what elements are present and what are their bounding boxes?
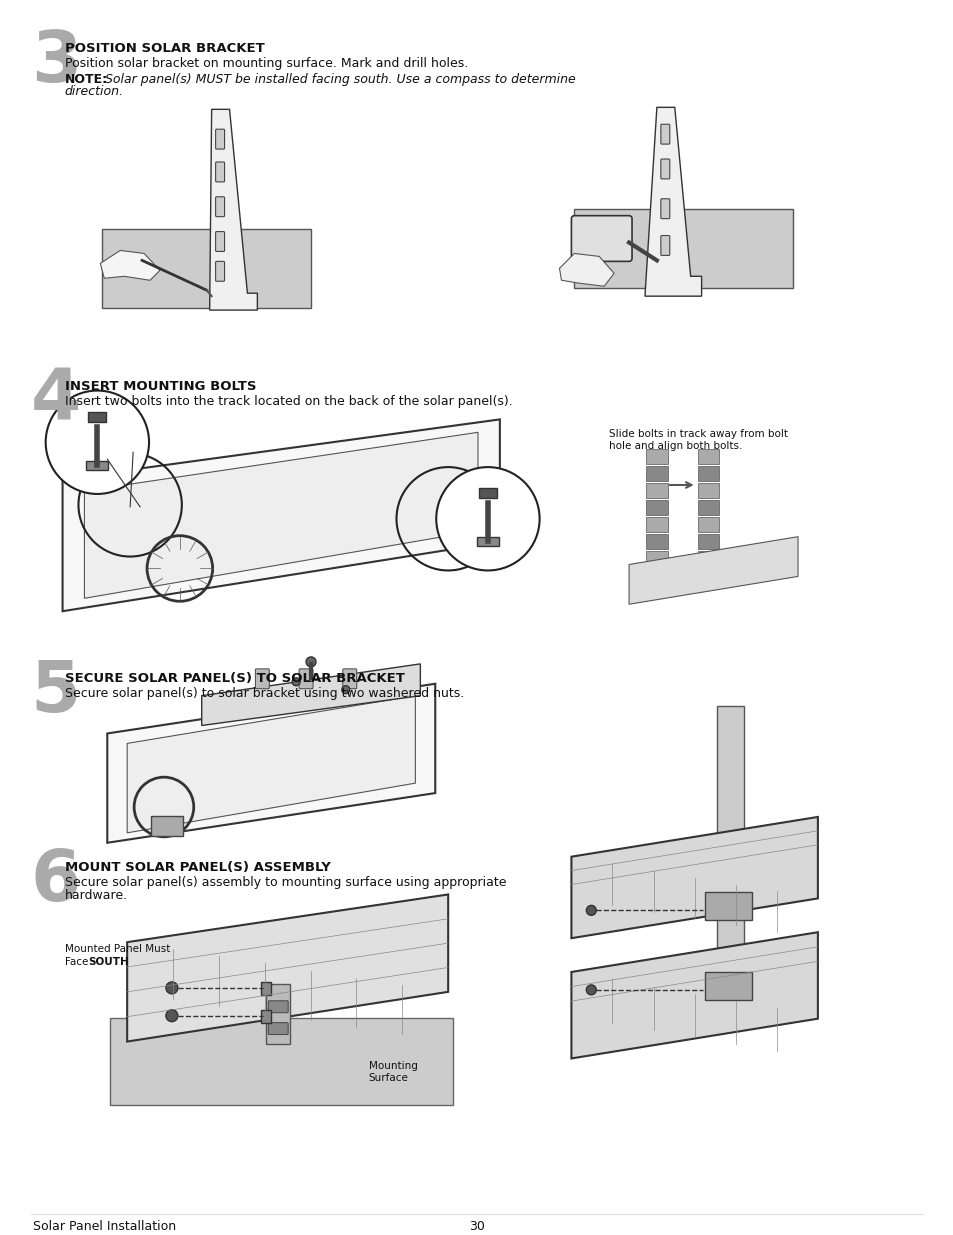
Circle shape [292, 678, 300, 685]
FancyBboxPatch shape [261, 1010, 271, 1023]
FancyBboxPatch shape [261, 982, 271, 995]
FancyBboxPatch shape [704, 972, 752, 1000]
Polygon shape [558, 253, 614, 287]
Text: direction.: direction. [65, 85, 124, 99]
Circle shape [306, 657, 315, 667]
Text: 3: 3 [30, 28, 81, 96]
Polygon shape [127, 894, 448, 1041]
Polygon shape [85, 432, 477, 598]
Circle shape [341, 685, 350, 694]
FancyBboxPatch shape [697, 483, 719, 498]
FancyBboxPatch shape [215, 232, 224, 252]
Polygon shape [201, 664, 420, 725]
FancyBboxPatch shape [645, 500, 667, 515]
Text: 6: 6 [30, 847, 81, 915]
FancyBboxPatch shape [697, 534, 719, 548]
Text: Insert two bolts into the track located on the back of the solar panel(s).: Insert two bolts into the track located … [65, 394, 512, 408]
Circle shape [586, 984, 596, 995]
Polygon shape [127, 695, 415, 832]
Text: MOUNT SOLAR PANEL(S) ASSEMBLY: MOUNT SOLAR PANEL(S) ASSEMBLY [65, 861, 330, 873]
FancyBboxPatch shape [645, 551, 667, 566]
FancyBboxPatch shape [716, 705, 743, 955]
Text: 4: 4 [30, 366, 81, 435]
FancyBboxPatch shape [645, 450, 667, 464]
FancyBboxPatch shape [697, 466, 719, 480]
FancyBboxPatch shape [102, 228, 311, 308]
FancyBboxPatch shape [111, 1018, 453, 1105]
Text: Position solar bracket on mounting surface. Mark and drill holes.: Position solar bracket on mounting surfa… [65, 57, 467, 69]
Text: Solar panel(s) MUST be installed facing south. Use a compass to determine: Solar panel(s) MUST be installed facing … [101, 73, 576, 85]
Polygon shape [644, 107, 700, 296]
Polygon shape [210, 110, 257, 310]
FancyBboxPatch shape [215, 196, 224, 216]
FancyBboxPatch shape [660, 125, 669, 144]
FancyBboxPatch shape [645, 483, 667, 498]
FancyBboxPatch shape [697, 500, 719, 515]
Text: SOUTH: SOUTH [89, 957, 129, 967]
FancyBboxPatch shape [476, 537, 498, 546]
FancyBboxPatch shape [268, 1000, 288, 1013]
FancyBboxPatch shape [342, 669, 356, 689]
FancyBboxPatch shape [478, 488, 497, 498]
FancyBboxPatch shape [697, 450, 719, 464]
Circle shape [46, 390, 149, 494]
FancyBboxPatch shape [215, 162, 224, 182]
FancyBboxPatch shape [268, 1023, 288, 1035]
Text: Secure solar panel(s) to solar bracket using two washered nuts.: Secure solar panel(s) to solar bracket u… [65, 687, 463, 700]
FancyBboxPatch shape [151, 816, 183, 836]
Polygon shape [100, 251, 160, 280]
FancyBboxPatch shape [215, 130, 224, 149]
FancyBboxPatch shape [660, 159, 669, 179]
Text: Secure solar panel(s) assembly to mounting surface using appropriate: Secure solar panel(s) assembly to mounti… [65, 876, 505, 888]
FancyBboxPatch shape [87, 461, 109, 471]
Text: hardware.: hardware. [65, 889, 128, 903]
Circle shape [166, 1010, 177, 1021]
FancyBboxPatch shape [299, 669, 313, 689]
FancyBboxPatch shape [660, 236, 669, 256]
FancyBboxPatch shape [697, 516, 719, 532]
Polygon shape [571, 932, 817, 1058]
FancyBboxPatch shape [255, 669, 269, 689]
Text: 5: 5 [30, 658, 81, 727]
Text: SECURE SOLAR PANEL(S) TO SOLAR BRACKET: SECURE SOLAR PANEL(S) TO SOLAR BRACKET [65, 672, 404, 685]
FancyBboxPatch shape [645, 516, 667, 532]
Text: Mounting
Surface: Mounting Surface [368, 1061, 417, 1083]
Circle shape [166, 982, 177, 994]
FancyBboxPatch shape [645, 534, 667, 548]
Text: NOTE:: NOTE: [65, 73, 108, 85]
Text: INSERT MOUNTING BOLTS: INSERT MOUNTING BOLTS [65, 379, 255, 393]
FancyBboxPatch shape [697, 551, 719, 566]
FancyBboxPatch shape [215, 262, 224, 282]
Polygon shape [63, 420, 499, 611]
FancyBboxPatch shape [645, 466, 667, 480]
Polygon shape [107, 684, 435, 842]
Text: POSITION SOLAR BRACKET: POSITION SOLAR BRACKET [65, 42, 264, 54]
Text: 30: 30 [469, 1220, 484, 1234]
Text: Solar Panel Installation: Solar Panel Installation [32, 1220, 175, 1234]
Circle shape [436, 467, 539, 571]
Text: Face: Face [65, 957, 91, 967]
FancyBboxPatch shape [660, 199, 669, 219]
FancyBboxPatch shape [266, 984, 290, 1044]
FancyBboxPatch shape [571, 216, 632, 262]
FancyBboxPatch shape [574, 209, 792, 288]
Polygon shape [571, 816, 817, 939]
Text: Mounted Panel Must: Mounted Panel Must [65, 944, 170, 955]
Polygon shape [628, 537, 797, 604]
FancyBboxPatch shape [89, 412, 106, 422]
Text: Slide bolts in track away from bolt
hole and align both bolts.: Slide bolts in track away from bolt hole… [609, 430, 787, 451]
FancyBboxPatch shape [704, 893, 752, 920]
Circle shape [586, 905, 596, 915]
